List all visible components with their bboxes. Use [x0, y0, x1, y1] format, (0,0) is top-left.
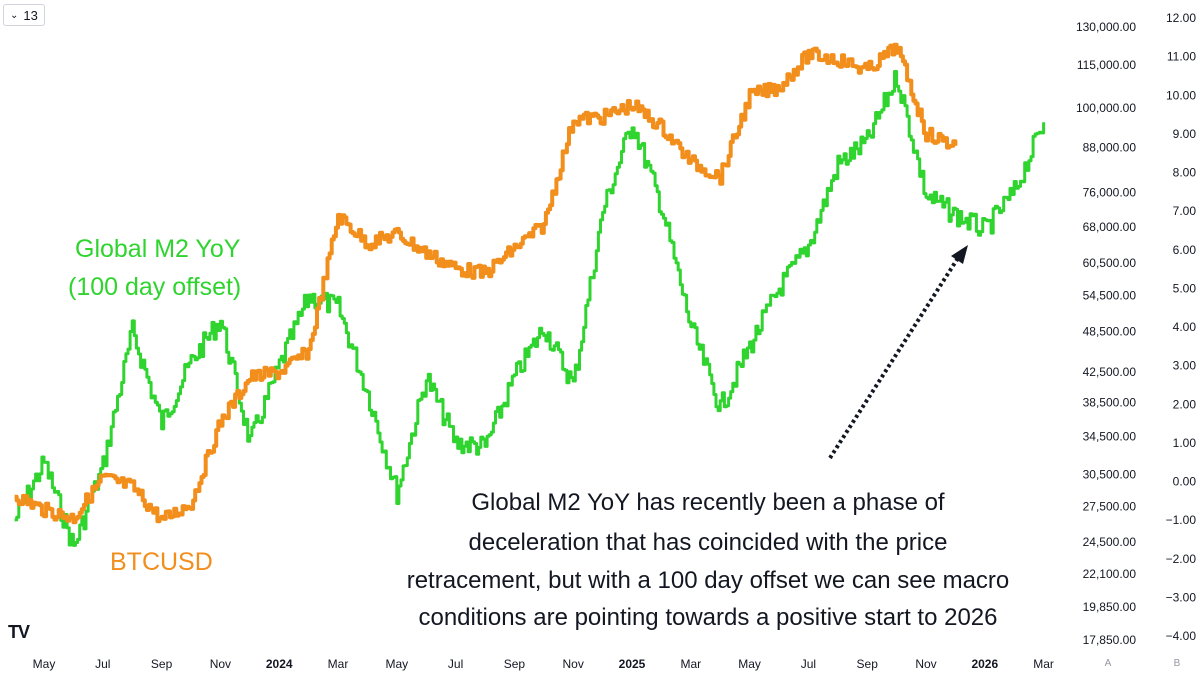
x-tick-label: May: [738, 657, 761, 671]
tradingview-logo[interactable]: TV: [8, 622, 30, 642]
m2-series-layer: [14, 70, 1046, 547]
y-left-tick-label: 42,500.00: [1083, 365, 1137, 379]
y-right-tick-label: 0.00: [1173, 475, 1197, 489]
y-left-tick-label: 88,000.00: [1083, 140, 1137, 154]
arrow-annotation: [828, 245, 968, 460]
y-axis-percent: 12.00 11.00 10.00 9.00 8.00 7.00 6.00 5.00 4.00 3…: [1166, 11, 1197, 643]
y-right-tick-label: 10.00: [1166, 88, 1196, 102]
x-tick-label: Sep: [857, 657, 879, 671]
log-scale-button[interactable]: B: [1173, 658, 1181, 669]
x-tick-label: Mar: [328, 657, 349, 671]
y-left-tick-label: 38,500.00: [1083, 396, 1137, 410]
x-tick-label: Sep: [504, 657, 526, 671]
x-tick-label: Mar: [1033, 657, 1054, 671]
y-left-tick-label: 68,000.00: [1083, 220, 1137, 234]
y-right-tick-label: 11.00: [1167, 50, 1196, 64]
x-tick-label: 2025: [619, 657, 646, 671]
btc-series-layer: [14, 42, 958, 525]
m2-series-label-line1: Global M2 YoY: [75, 235, 241, 263]
y-left-tick-label: 115,000.00: [1077, 58, 1136, 72]
annotation-text: Global M2 YoY has recently been a phase …: [407, 489, 1010, 631]
x-tick-label: Nov: [915, 657, 936, 671]
y-right-tick-label: 8.00: [1173, 166, 1197, 180]
y-axis-price: 130,000.00 115,000.00 100,000.00 88,000.00 7…: [1076, 20, 1136, 647]
y-left-tick-label: 76,000.00: [1083, 186, 1137, 200]
x-tick-label: Jul: [801, 657, 816, 671]
annotation-line-2: deceleration that has coincided with the…: [469, 529, 948, 556]
y-right-tick-label: 2.00: [1173, 397, 1197, 411]
y-left-tick-label: 30,500.00: [1083, 468, 1137, 482]
y-left-tick-label: 27,500.00: [1083, 500, 1137, 514]
annotation-line-1: Global M2 YoY has recently been a phase …: [471, 489, 945, 516]
y-right-tick-label: −1.00: [1166, 513, 1197, 527]
y-left-tick-label: 54,500.00: [1083, 288, 1137, 302]
x-tick-label: 2024: [266, 657, 293, 671]
y-left-tick-label: 100,000.00: [1076, 101, 1136, 115]
y-left-tick-label: 48,500.00: [1083, 324, 1137, 338]
x-tick-label: Jul: [448, 657, 463, 671]
arrow-shaft: [828, 256, 960, 460]
x-tick-label: Nov: [210, 657, 231, 671]
m2-series-label-line2: (100 day offset): [68, 273, 241, 301]
y-left-tick-label: 22,100.00: [1083, 567, 1137, 581]
x-tick-label: May: [385, 657, 408, 671]
y-right-tick-label: 5.00: [1173, 281, 1197, 295]
btc-series-label: BTCUSD: [110, 548, 213, 576]
y-right-tick-label: 7.00: [1173, 204, 1197, 218]
y-right-tick-label: 3.00: [1173, 359, 1197, 373]
x-tick-label: Mar: [680, 657, 701, 671]
x-axis: May Jul Sep Nov 2024 Mar May Jul Sep Nov 2025 Mar Ma…: [33, 657, 1054, 671]
y-right-tick-label: 12.00: [1166, 11, 1196, 25]
y-left-tick-label: 17,850.00: [1083, 633, 1137, 647]
m2-series-line: [14, 70, 1046, 547]
btc-series-line: [14, 42, 958, 525]
y-left-tick-label: 34,500.00: [1083, 430, 1137, 444]
y-right-tick-label: 4.00: [1173, 320, 1197, 334]
annotation-line-4: conditions are pointing towards a positi…: [418, 604, 997, 631]
x-tick-label: Nov: [563, 657, 584, 671]
y-left-tick-label: 24,500.00: [1083, 535, 1137, 549]
annotation-line-3: retracement, but with a 100 day offset w…: [407, 567, 1010, 594]
y-right-tick-label: −3.00: [1166, 590, 1197, 604]
x-tick-label: Jul: [95, 657, 110, 671]
y-left-tick-label: 19,850.00: [1083, 600, 1137, 614]
x-tick-label: Sep: [151, 657, 173, 671]
y-left-tick-label: 130,000.00: [1076, 20, 1136, 34]
auto-scale-button[interactable]: A: [1104, 658, 1112, 669]
interval-label: 13: [23, 7, 38, 23]
x-tick-label: 2026: [971, 657, 998, 671]
y-left-tick-label: 60,500.00: [1083, 256, 1137, 270]
y-right-tick-label: 6.00: [1173, 243, 1197, 257]
y-right-tick-label: −2.00: [1166, 552, 1197, 566]
chevron-down-icon: ⌄: [10, 9, 19, 21]
arrow-head: [951, 245, 968, 264]
x-tick-label: May: [33, 657, 56, 671]
y-right-tick-label: 1.00: [1173, 436, 1197, 450]
interval-selector[interactable]: ⌄ 13: [3, 4, 45, 26]
y-right-tick-label: 9.00: [1173, 127, 1197, 141]
y-right-tick-label: −4.00: [1166, 629, 1197, 643]
